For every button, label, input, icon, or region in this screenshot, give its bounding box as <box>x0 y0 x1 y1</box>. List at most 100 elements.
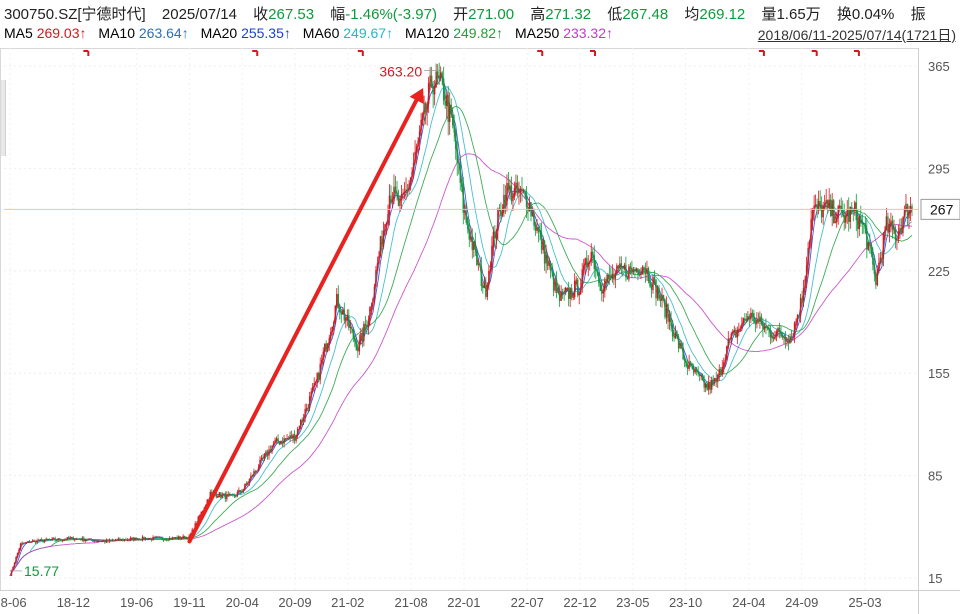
candle-body <box>322 352 324 360</box>
candle-body <box>607 274 609 283</box>
candle-body <box>647 268 650 282</box>
candle-body <box>324 343 326 353</box>
candle-body <box>295 435 297 441</box>
candle-body <box>274 440 276 444</box>
candle-body <box>864 224 867 229</box>
ma5-legend[interactable]: MA5 269.03↑ <box>4 25 87 41</box>
candle-body <box>756 319 758 325</box>
candle-body <box>796 315 799 322</box>
candle-body <box>546 255 549 266</box>
candle-body <box>610 275 612 279</box>
candle-body <box>367 321 370 328</box>
candle-body <box>299 419 302 429</box>
candle-body <box>724 359 726 363</box>
candle-body <box>107 539 109 542</box>
candle-body <box>652 277 654 290</box>
candle-body <box>349 327 352 328</box>
candle-body <box>754 322 757 325</box>
candle-body <box>817 201 820 211</box>
y-tick-label: 225 <box>928 264 950 279</box>
candle-body <box>180 538 183 539</box>
candle-body <box>584 258 586 266</box>
candle-body <box>592 251 594 256</box>
candle-body <box>308 396 311 409</box>
candle-body <box>634 269 636 272</box>
candle-body <box>825 200 827 204</box>
candle-body <box>632 269 635 273</box>
candle-body <box>476 249 478 265</box>
candle-body <box>418 131 421 141</box>
candle-body <box>814 204 817 206</box>
candle-body <box>131 537 133 539</box>
candle-body <box>668 318 671 322</box>
candle-body <box>811 210 814 220</box>
x-tick-label: 21-02 <box>331 595 364 610</box>
candle-body <box>664 300 666 318</box>
candle-body <box>438 77 440 79</box>
candle-body <box>683 359 686 362</box>
candle-body <box>586 258 588 267</box>
candle-body <box>763 325 766 330</box>
candle-body <box>566 287 568 289</box>
candle-body <box>604 280 606 292</box>
candle-body <box>137 538 139 541</box>
candle-body <box>792 336 794 338</box>
candle-body <box>48 539 50 541</box>
candle-body <box>611 273 614 279</box>
candle-body <box>51 538 53 540</box>
candle-body <box>379 236 382 257</box>
candle-body <box>733 329 736 332</box>
candle-body <box>721 366 723 375</box>
candle-body <box>458 162 460 164</box>
side-panel-tab[interactable] <box>0 80 6 156</box>
candle-body <box>905 203 907 209</box>
candle-body <box>795 321 797 323</box>
candle-body <box>292 434 294 439</box>
ma250-legend[interactable]: MA250 233.32↑ <box>514 25 614 41</box>
candle-body <box>253 471 255 477</box>
candle-body <box>414 152 416 163</box>
candle-body <box>399 198 401 206</box>
candle-body <box>680 343 683 348</box>
candle-body <box>741 323 743 329</box>
candle-body <box>753 312 755 323</box>
date-range[interactable]: 2018/06/11-2025/07/14(1721日) <box>753 25 956 45</box>
event-flag <box>252 50 259 56</box>
candle-body <box>339 307 341 313</box>
stock-code-name[interactable]: 300750.SZ[宁德时代] <box>4 6 146 23</box>
last-price-label: 267 <box>930 201 954 217</box>
candle-body <box>409 177 412 185</box>
candle-body <box>40 539 43 541</box>
candle-body <box>391 200 394 202</box>
candle-body <box>593 255 595 269</box>
candle-body <box>738 329 740 331</box>
candle-body <box>461 182 463 187</box>
candle-body <box>248 478 251 483</box>
candle-body <box>619 263 621 269</box>
candle-body <box>711 379 713 390</box>
candle-body <box>497 208 499 231</box>
candle-body <box>345 320 347 322</box>
candle-body <box>745 320 748 321</box>
candle-body <box>168 537 171 541</box>
candle-body <box>245 483 248 485</box>
candle-body <box>564 287 567 293</box>
candle-body <box>701 375 704 381</box>
ma20-legend[interactable]: MA20 255.35↑ <box>200 25 291 41</box>
candle-body <box>885 216 888 230</box>
candle-body <box>503 194 505 213</box>
candle-body <box>703 380 705 388</box>
ma120-legend[interactable]: MA120 249.82↑ <box>404 25 504 41</box>
candle-body <box>694 369 696 373</box>
ma10-legend[interactable]: MA10 263.64↑ <box>98 25 189 41</box>
candle-body <box>111 540 114 542</box>
candle-body <box>720 369 722 375</box>
last-price-tag <box>920 198 960 220</box>
candle-body <box>471 236 473 250</box>
ma60-legend[interactable]: MA60 249.67↑ <box>302 25 394 41</box>
candle-body <box>697 371 699 374</box>
candle-body <box>557 291 559 293</box>
candle-body <box>873 264 876 274</box>
candle-body <box>396 192 398 196</box>
